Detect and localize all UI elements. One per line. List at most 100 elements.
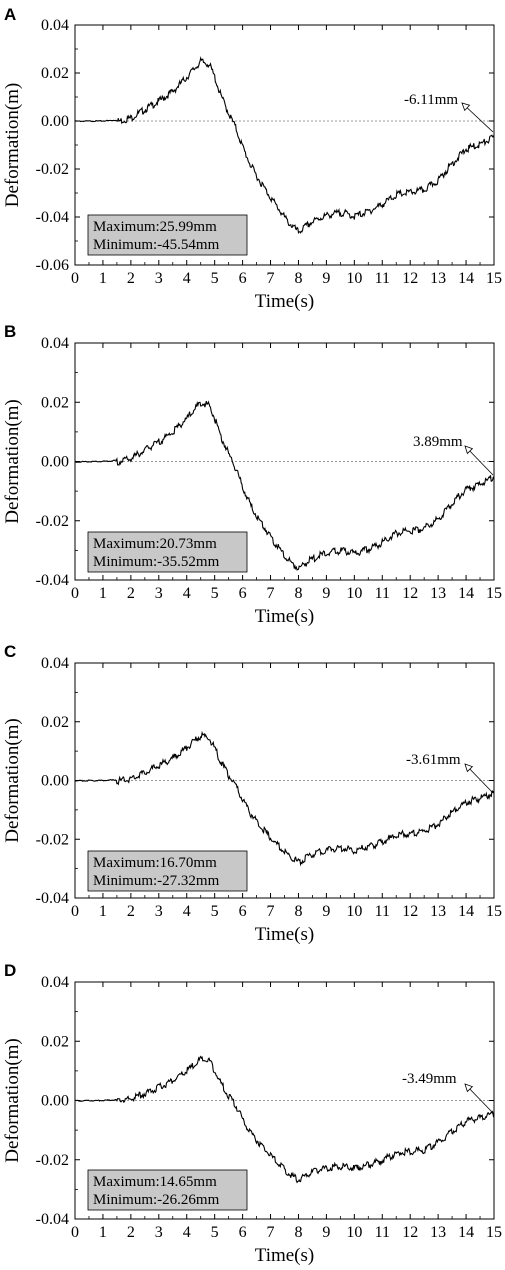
min-stat-label: Minimum:-26.26mm [93,1192,220,1208]
x-tick-label: 13 [430,270,446,287]
x-tick-label: 4 [183,270,191,287]
min-stat-label: Minimum:-35.52mm [93,554,220,570]
x-tick-label: 2 [127,585,135,602]
y-tick-label: 0.04 [41,335,69,352]
final-value-annotation: 3.89mm [413,434,463,450]
x-tick-label: 3 [155,903,163,920]
y-tick-label: -0.02 [36,1152,69,1169]
y-tick-label: -0.04 [36,209,69,226]
y-tick-label: 0.00 [41,113,69,130]
x-tick-label: 10 [346,903,362,920]
x-tick-label: 13 [430,585,446,602]
series-line [74,400,495,571]
panel-label: C [4,642,16,661]
x-tick-label: 2 [127,903,135,920]
chart-panel-b: B0 1 2 3 4 5 6 7 8 9 10 11 12 13 14 15-0.04-0.020.000.0… [2,322,502,627]
x-tick-label: 14 [458,1224,474,1241]
final-value-annotation: -3.49mm [402,1071,457,1087]
panel-label: A [4,5,16,24]
min-stat-label: Minimum:-45.54mm [93,237,220,253]
x-tick-label: 9 [322,1224,330,1241]
x-tick-label: 1 [99,1224,107,1241]
x-tick-label: 14 [458,585,474,602]
x-tick-label: 5 [211,585,219,602]
stats-box-background [87,531,248,573]
x-tick-label: 6 [239,270,247,287]
series-line [74,56,495,235]
min-stat-label: Minimum:-27.32mm [93,873,220,889]
x-tick-label: 0 [71,903,79,920]
x-tick-label: 8 [294,903,302,920]
annotation-arrowhead [464,763,474,773]
x-tick-label: 12 [402,903,418,920]
x-tick-label: 4 [183,1224,191,1241]
max-stat-label: Maximum:25.99mm [93,219,217,235]
x-tick-label: 4 [183,585,191,602]
x-axis-title: Time(s) [255,606,314,627]
y-tick-label: 0.02 [41,1033,69,1050]
x-tick-label: 12 [402,585,418,602]
y-tick-label: -0.06 [36,257,69,274]
chart-panel-c: C0 1 2 3 4 5 6 7 8 9 10 11 12 13 14 15-0.04-0.020.000.0… [2,642,502,945]
y-tick-label: -0.04 [36,1211,69,1228]
y-tick-label: -0.04 [36,572,69,589]
x-tick-label: 9 [322,270,330,287]
y-axis-title: Deformation(m) [2,718,23,843]
x-tick-label: 11 [375,903,390,920]
x-tick-label: 8 [294,270,302,287]
x-tick-label: 10 [346,585,362,602]
y-axis-title: Deformation(m) [2,83,23,208]
series-line [75,730,495,867]
x-tick-label: 4 [183,903,191,920]
y-axis-title: Deformation(m) [2,399,23,524]
x-tick-label: 1 [99,903,107,920]
y-tick-label: 0.00 [41,454,69,471]
panel-label: D [4,961,16,980]
x-axis-title: Time(s) [255,291,314,312]
y-tick-label: 0.04 [41,17,69,34]
x-tick-label: 6 [239,903,247,920]
x-tick-label: 15 [486,585,502,602]
x-tick-label: 5 [211,1224,219,1241]
x-tick-label: 11 [375,1224,390,1241]
y-tick-label: 0.02 [41,714,69,731]
y-tick-label: -0.02 [36,161,69,178]
x-tick-label: 11 [375,585,390,602]
x-tick-label: 15 [486,1224,502,1241]
x-tick-label: 3 [155,585,163,602]
stats-box-background [87,214,248,256]
x-tick-label: 14 [458,903,474,920]
x-tick-label: 5 [211,270,219,287]
x-tick-label: 1 [99,585,107,602]
annotation-arrowhead [464,445,474,455]
stats-box: Maximum:16.70mm Minimum:-27.32mm [87,850,248,892]
x-tick-label: 13 [430,1224,446,1241]
x-tick-label: 10 [346,270,362,287]
x-tick-label: 0 [71,585,79,602]
y-tick-label: 0.00 [41,773,69,790]
y-tick-label: -0.02 [36,513,69,530]
x-tick-label: 12 [402,1224,418,1241]
x-tick-label: 8 [294,585,302,602]
x-tick-label: 6 [239,585,247,602]
x-tick-label: 9 [322,585,330,602]
x-tick-label: 7 [267,270,275,287]
x-tick-label: 6 [239,1224,247,1241]
x-tick-label: 2 [127,270,135,287]
panel-label: B [4,322,16,341]
x-tick-label: 2 [127,1224,135,1241]
x-axis-title: Time(s) [255,1245,314,1266]
y-tick-label: 0.02 [41,394,69,411]
max-stat-label: Maximum:16.70mm [93,855,217,871]
final-value-annotation: -6.11mm [404,92,458,108]
y-tick-label: 0.04 [41,655,69,672]
x-tick-label: 0 [71,1224,79,1241]
x-tick-label: 3 [155,270,163,287]
chart-panel-a: A0 1 2 3 4 5 6 7 8 9 10 11 12 13 14 15-0.06-0.04-0.020.… [2,5,502,312]
x-tick-label: 15 [486,903,502,920]
annotation-arrowhead [461,102,471,112]
x-tick-label: 14 [458,270,474,287]
x-axis-title: Time(s) [255,924,314,945]
x-tick-label: 12 [402,270,418,287]
stats-box: Maximum:20.73mm Minimum:-35.52mm [87,531,248,573]
